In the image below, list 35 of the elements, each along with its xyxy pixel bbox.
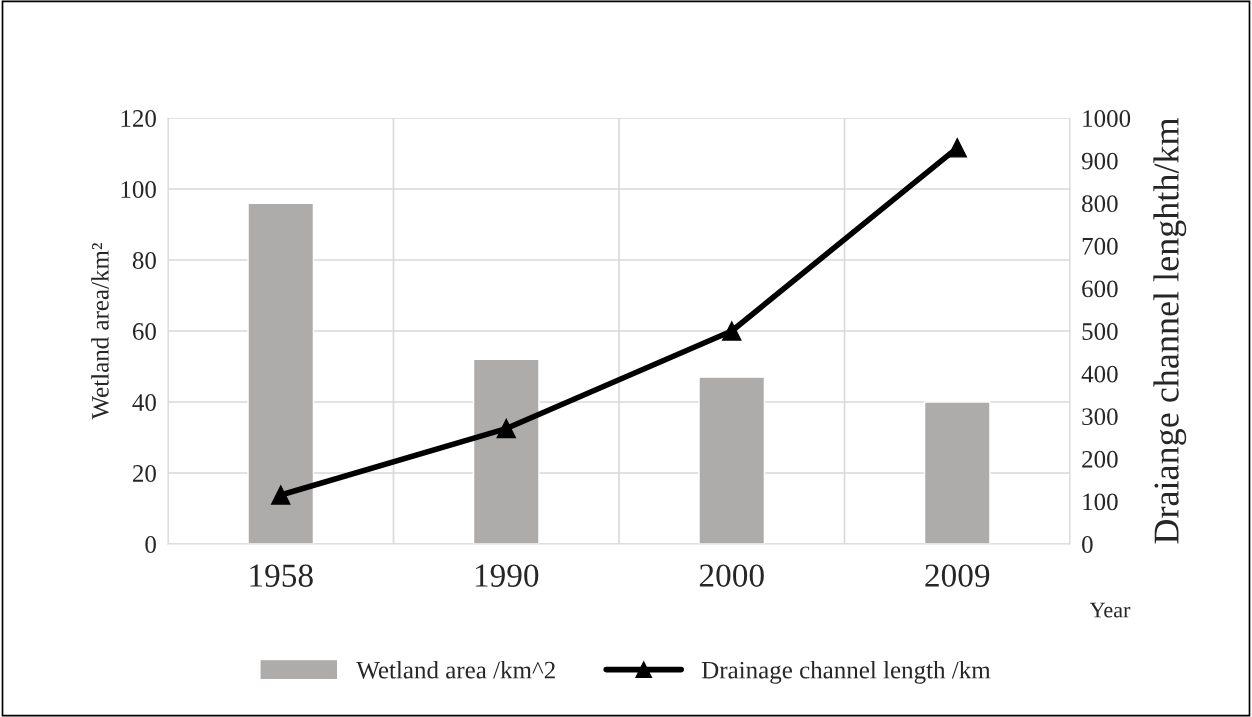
y2-tick-label: 100 <box>1083 493 1118 511</box>
y2-tick-label: 1000 <box>1083 110 1131 127</box>
y2-tick-label: 500 <box>1082 323 1118 340</box>
y-tick-label: 20 <box>132 465 156 482</box>
point <box>947 138 967 158</box>
y2-tick-label: 900 <box>1081 152 1118 170</box>
y2-axis-title: Draiange channel lenghth/km <box>1153 117 1187 544</box>
point <box>722 321 742 341</box>
x-tick-label: 2000 <box>699 564 764 587</box>
y-tick-label: 40 <box>132 394 156 411</box>
y-tick-label: 0 <box>145 536 156 553</box>
x-tick-label: 2009 <box>925 564 990 587</box>
y-tick-label: 80 <box>132 252 156 269</box>
point <box>271 485 291 505</box>
x-tick-label: 1990 <box>475 564 539 587</box>
bar <box>923 401 991 544</box>
y2-tick-label: 200 <box>1082 450 1118 468</box>
x-tick-label: 1958 <box>250 564 313 587</box>
y2-tick-label: 600 <box>1082 280 1118 298</box>
y2-tick-label: 400 <box>1081 365 1118 383</box>
y2-tick-label: 300 <box>1082 408 1118 426</box>
y-tick-label: 120 <box>121 110 156 127</box>
bar <box>247 202 315 544</box>
bar <box>472 358 540 544</box>
y-tick-label: 100 <box>121 181 156 198</box>
bar <box>698 376 766 544</box>
y-tick-label: 60 <box>132 323 156 340</box>
legend-label: Drainage channel length /km <box>701 661 991 684</box>
legend-label: Wetland area /km^2 <box>356 661 555 679</box>
y-axis-title: Wetland area/km² <box>91 243 109 420</box>
point <box>496 418 516 439</box>
y2-tick-label: 700 <box>1082 237 1118 255</box>
x-axis-title: Year <box>1089 602 1131 618</box>
y2-tick-label: 0 <box>1082 536 1093 553</box>
y2-tick-label: 800 <box>1082 195 1118 213</box>
